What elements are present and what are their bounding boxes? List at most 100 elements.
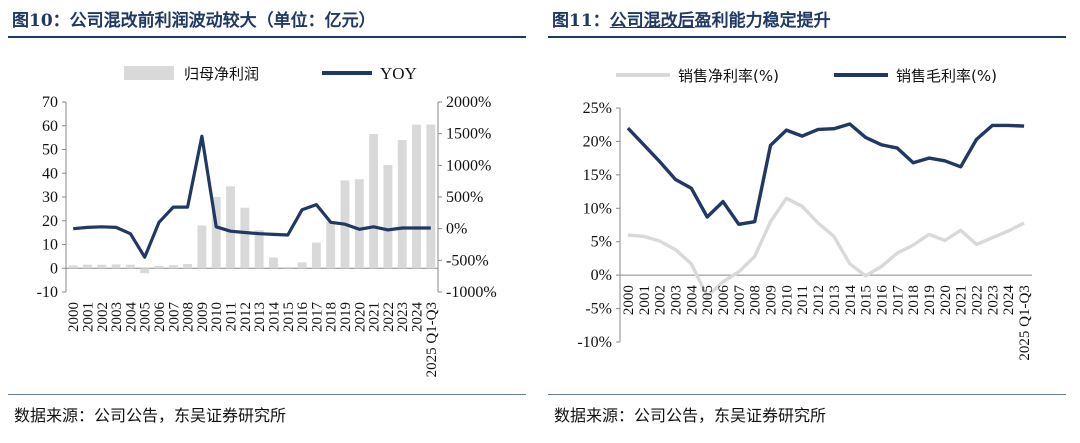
figure-10-x-tick-label: 2018 bbox=[324, 302, 340, 332]
profit-bar bbox=[226, 186, 235, 269]
figure-11-x-tick-label: 2020 bbox=[938, 285, 954, 315]
figure-10-x-tick-label: 2019 bbox=[338, 302, 354, 332]
y-left-tick-label: 10 bbox=[42, 237, 58, 254]
figure-10-x-tick-label: 2003 bbox=[109, 302, 125, 332]
profit-bar bbox=[297, 262, 307, 269]
figure-11-x-tick-label: 2000 bbox=[621, 285, 637, 315]
profit-bar bbox=[311, 242, 321, 269]
figure-11-x-tick-label: 2001 bbox=[637, 285, 653, 315]
figure-10-legend: 归母净利润 YOY bbox=[124, 64, 417, 83]
figure-11-panel: 图11：公司混改后盈利能力稳定提升 销售净利率(%) 销售毛利率(%) -10% -5… bbox=[548, 0, 1078, 443]
y-left-tick-label: -10 bbox=[37, 284, 58, 301]
figure-10-x-tick-label: 2013 bbox=[252, 302, 268, 332]
figure-10-x-tick-label: 2024 bbox=[410, 302, 426, 333]
figure-10-chart: 归母净利润 YOY -10 0 10 20 30 40 50 60 70 -1000% -500% 0% 5… bbox=[37, 64, 497, 377]
y-tick-label: -10% bbox=[577, 334, 612, 351]
legend-bar-label: 归母净利润 bbox=[184, 65, 259, 83]
figure-11-x-tick-label: 2010 bbox=[779, 285, 795, 315]
figure-11-bottom-rule bbox=[548, 394, 1066, 395]
profit-bar bbox=[283, 267, 293, 269]
figure-11-x-tick-label: 2012 bbox=[811, 285, 827, 315]
figure-11-x-tick-label: 2005 bbox=[700, 285, 716, 315]
figure-11-legend: 销售净利率(%) 销售毛利率(%) bbox=[616, 67, 997, 85]
figure-10-x-tick-label: 2007 bbox=[166, 302, 182, 333]
y-tick-label: 25% bbox=[583, 100, 612, 117]
y-tick-label: 5% bbox=[591, 234, 612, 251]
profit-bar bbox=[211, 197, 221, 269]
figure-11-x-tick-label: 2013 bbox=[827, 285, 843, 315]
profit-bar bbox=[97, 264, 107, 269]
figure-11-x-tick-label: 2021 bbox=[954, 285, 970, 315]
figure-11-caption-underlined[interactable]: 公司混改后 bbox=[609, 11, 695, 31]
figure-10-x-tick-label: 2022 bbox=[381, 302, 397, 332]
figure-11-x-tick-label: 2003 bbox=[668, 285, 684, 315]
figure-10-x-tick-label: 2021 bbox=[367, 302, 383, 332]
y-tick-label: 20% bbox=[583, 133, 612, 150]
figure-11-number: 图11： bbox=[552, 11, 610, 31]
y-left-tick-label: 50 bbox=[42, 142, 58, 159]
profit-bar bbox=[125, 264, 135, 269]
figure-11-x-tick-label: 2009 bbox=[764, 285, 780, 315]
y-left-tick-label: 0 bbox=[50, 260, 58, 277]
gross-margin-line bbox=[626, 122, 1025, 227]
figure-10-x-tick-label: 2004 bbox=[123, 302, 139, 333]
legend-net-label: 销售净利率(%) bbox=[678, 67, 779, 85]
figure-11-x-tick-label: 2016 bbox=[874, 285, 890, 316]
figure-10-x-tick-label: 2008 bbox=[181, 302, 197, 332]
figure-11-title: 图11：公司混改后盈利能力稳定提升 bbox=[552, 6, 831, 31]
profit-bar bbox=[240, 207, 250, 269]
profit-bar bbox=[354, 179, 364, 269]
figure-10-x-tick-label: 2009 bbox=[195, 302, 211, 332]
figure-11-source: 数据来源：公司公告，东吴证券研究所 bbox=[554, 406, 827, 425]
y-tick-label: 15% bbox=[583, 167, 612, 184]
figure-10-x-tick-label: 2016 bbox=[295, 302, 311, 333]
profit-bar bbox=[197, 225, 207, 269]
profit-bar bbox=[154, 265, 164, 269]
y-left-tick-label: 30 bbox=[42, 189, 58, 206]
figure-11-x-tick-label: 2019 bbox=[922, 285, 938, 315]
figure-10-x-tick-label: 2010 bbox=[209, 302, 225, 332]
y-left-tick-label: 60 bbox=[42, 118, 58, 135]
y-right-tick-label: 1000% bbox=[446, 157, 491, 174]
profit-bar bbox=[369, 134, 379, 269]
figure-11-x-tick-label: 2018 bbox=[906, 285, 922, 315]
y-right-tick-label: 1500% bbox=[446, 126, 491, 143]
figure-11-top-rule bbox=[548, 36, 1066, 38]
profit-bar bbox=[269, 257, 278, 269]
figure-10-number: 图10： bbox=[12, 11, 70, 31]
figure-11-x-tick-label: 2025 Q1-Q3 bbox=[1017, 285, 1033, 360]
y-left-tick-label: 40 bbox=[42, 165, 58, 182]
y-right-tick-label: -1000% bbox=[446, 284, 497, 301]
y-tick-label: 10% bbox=[583, 200, 612, 217]
figure-11-x-tick-label: 2024 bbox=[1001, 285, 1017, 316]
figure-10-x-tick-label: 2012 bbox=[238, 302, 254, 332]
figure-10-x-tick-label: 2011 bbox=[224, 302, 240, 331]
figure-10-x-tick-label: 2023 bbox=[395, 302, 411, 332]
figure-10-x-tick-label: 2015 bbox=[281, 302, 297, 332]
profit-bar bbox=[140, 268, 150, 274]
legend-gross-label: 销售毛利率(%) bbox=[896, 67, 997, 85]
profit-bar bbox=[426, 124, 436, 269]
figure-11-x-tick-label: 2023 bbox=[985, 285, 1001, 315]
profit-bar bbox=[168, 265, 178, 269]
legend-bar-swatch bbox=[124, 66, 174, 80]
figure-11-x-tick-label: 2006 bbox=[716, 285, 732, 316]
figure-11-x-tick-label: 2022 bbox=[970, 285, 986, 315]
figure-10-panel: 图10：公司混改前利润波动较大（单位：亿元） 归母净利润 YOY -10 0 10 20 3… bbox=[8, 0, 538, 443]
figure-11-x-tick-label: 2008 bbox=[748, 285, 764, 315]
y-left-tick-label: 20 bbox=[42, 213, 58, 230]
figure-10-top-rule bbox=[8, 36, 526, 38]
figure-11-x-tick-label: 2004 bbox=[684, 285, 700, 316]
y-right-tick-label: -500% bbox=[446, 252, 489, 269]
figure-10-x-tick-label: 2014 bbox=[266, 302, 282, 333]
profit-bar bbox=[111, 264, 121, 269]
y-left-tick-label: 70 bbox=[42, 94, 58, 111]
figure-10-source: 数据来源：公司公告，东吴证券研究所 bbox=[14, 406, 287, 425]
figure-10-x-tick-label: 2005 bbox=[138, 302, 154, 332]
profit-bar bbox=[412, 124, 421, 269]
net-margin-line bbox=[627, 196, 1025, 299]
figure-11-chart: 销售净利率(%) 销售毛利率(%) -10% -5% 0% 5% 10% 15% 20% 25% 2… bbox=[577, 67, 1033, 361]
figure-10-x-tick-label: 2017 bbox=[309, 302, 325, 333]
legend-line-label: YOY bbox=[380, 64, 417, 83]
y-right-tick-label: 0% bbox=[446, 221, 467, 238]
